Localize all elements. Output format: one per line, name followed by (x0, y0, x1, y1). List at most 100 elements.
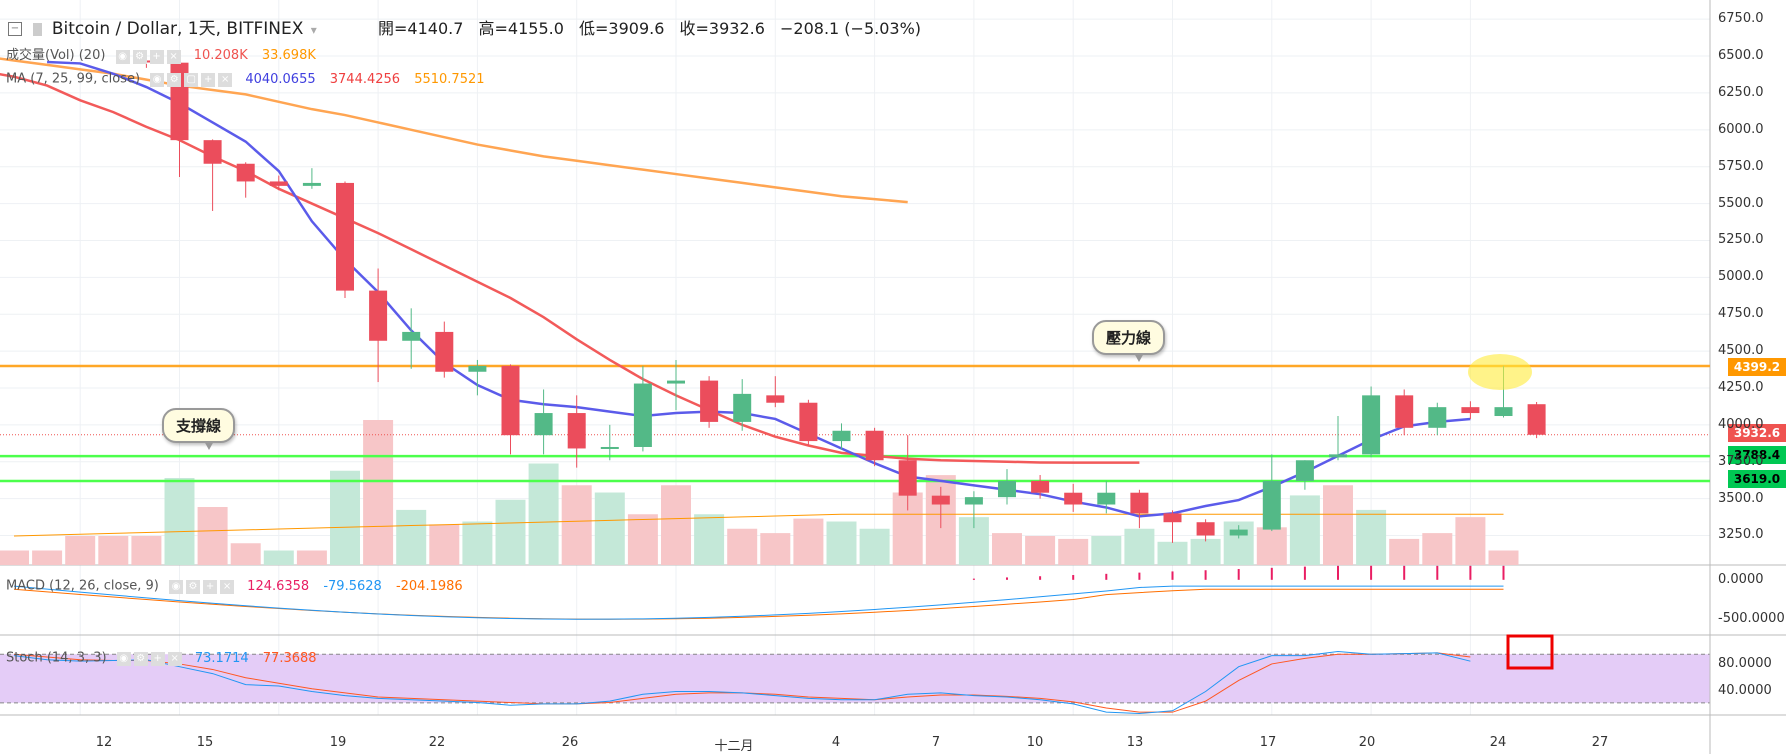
stoch-d-value: 77.3688 (262, 650, 317, 666)
plus-icon[interactable]: + (149, 49, 164, 64)
stoch-k-line (13, 651, 1471, 715)
time-axis-label: 十二月 (714, 739, 754, 754)
macd-axis-label: 0.0000 (1718, 571, 1764, 587)
price-tag-resistance: 4399.2 (1728, 358, 1786, 376)
gear-icon[interactable]: ⚙ (133, 652, 148, 666)
symbol-title[interactable]: − Bitcoin / Dollar, 1天, BITFINEX ▾ (8, 14, 319, 39)
stoch-axis-label: 80.0000 (1718, 655, 1772, 671)
candle-body (269, 181, 288, 186)
price-axis-label: 6500.0 (1718, 48, 1764, 64)
price-axis-label: 6750.0 (1718, 11, 1764, 27)
time-axis-label: 17 (1259, 735, 1277, 750)
volume-bar (1124, 528, 1155, 565)
candle-body (700, 380, 719, 422)
gear-icon[interactable]: ⚙ (167, 73, 182, 87)
volume-bar (859, 528, 890, 565)
candle-body (534, 413, 553, 436)
ma-name: MA (7, 25, 99, close) (6, 71, 141, 87)
time-axis-label: 22 (428, 735, 446, 750)
close-icon[interactable]: × (220, 580, 235, 594)
price-axis-label: 6000.0 (1718, 121, 1764, 137)
candle-body (865, 430, 884, 461)
volume-bar (263, 550, 294, 565)
low-value: 低=3909.6 (579, 19, 665, 38)
open-value: 開=4140.7 (378, 19, 464, 38)
volume-bar (330, 470, 360, 565)
macd-axis-label: -500.0000 (1718, 611, 1785, 627)
candle-body (998, 480, 1016, 498)
collapse-icon[interactable]: − (8, 22, 22, 36)
macd-hist-value: 124.6358 (247, 578, 310, 594)
volume-bar (1058, 538, 1089, 565)
time-axis-label: 27 (1591, 735, 1609, 750)
volume-bar (826, 521, 857, 565)
volume-bar (0, 550, 29, 565)
price-axis-label: 3750.0 (1718, 453, 1764, 469)
eye-icon[interactable]: ◉ (150, 73, 165, 87)
volume-bar (1289, 495, 1320, 565)
candle-body (1395, 395, 1414, 428)
close-icon[interactable]: × (166, 49, 181, 64)
macd-line-value: -79.5628 (323, 578, 382, 594)
volume-bar (760, 533, 791, 565)
eye-icon[interactable]: ◉ (115, 49, 130, 64)
eye-icon[interactable]: ◉ (169, 580, 184, 594)
volume-legend[interactable]: 成交量(Vol) (20) ◉ ⚙ + × 10.208K 33.698K (6, 44, 326, 64)
candle-body (1461, 407, 1480, 414)
eye-icon[interactable]: ◉ (116, 652, 131, 666)
candle-body (1428, 407, 1447, 428)
volume-value: 10.208K (193, 48, 248, 63)
macd-legend[interactable]: MACD (12, 26, close, 9) ◉ ⚙ + × 124.6358 -7… (6, 578, 473, 594)
macd-signal-value: -204.1986 (395, 578, 463, 594)
time-axis-label: 20 (1358, 735, 1376, 750)
candle-body (567, 413, 586, 449)
volume-bar (65, 536, 96, 565)
copy-icon[interactable]: ▢ (184, 73, 199, 87)
time-axis-label: 13 (1126, 735, 1144, 750)
close-icon[interactable]: × (167, 652, 182, 666)
gear-icon[interactable]: ⚙ (132, 49, 147, 64)
candle-body (931, 495, 950, 505)
ma25-value: 3744.4256 (329, 71, 401, 87)
volume-bar (1256, 527, 1287, 565)
volume-bar (164, 478, 195, 565)
ma-legend[interactable]: MA (7, 25, 99, close) ◉ ⚙ ▢ + × 4040.0655 37… (6, 71, 495, 87)
volume-bar (296, 550, 327, 565)
highlight-box (1506, 634, 1554, 670)
candle-body (236, 163, 255, 182)
plus-icon[interactable]: + (203, 580, 218, 594)
ma7-line (47, 60, 1471, 518)
stoch-band (0, 654, 1710, 703)
candle-body (1329, 454, 1347, 458)
plus-icon[interactable]: + (150, 652, 165, 666)
gear-icon[interactable]: ⚙ (186, 580, 201, 594)
volume-bar (197, 507, 228, 565)
candle-body (1262, 480, 1281, 530)
price-tag-last: 3932.6 (1728, 424, 1786, 442)
high-value: 高=4155.0 (478, 19, 564, 38)
candle-body (964, 497, 983, 505)
volume-bar (1157, 541, 1188, 565)
stoch-legend[interactable]: Stoch (14, 3, 3) ◉ ⚙ + × 73.1714 77.3688 (6, 650, 327, 666)
candle-body (501, 365, 520, 436)
chevron-down-icon[interactable]: ▾ (310, 23, 317, 37)
plus-icon[interactable]: + (201, 73, 216, 87)
candle-body (1064, 492, 1083, 505)
candle-body (799, 402, 818, 442)
candle-body (898, 460, 917, 496)
volume-ma-line (13, 513, 1504, 537)
time-axis-label: 10 (1026, 735, 1044, 750)
highlight-ellipse (1468, 354, 1532, 390)
volume-bar (462, 521, 493, 565)
resistance-callout[interactable]: 壓力線 (1092, 320, 1166, 362)
close-value: 收=3932.6 (679, 19, 765, 38)
candle-body (1494, 407, 1513, 417)
volume-bar (793, 518, 824, 565)
ma7-value: 4040.0655 (245, 71, 316, 87)
price-tag-support-2: 3619.0 (1728, 470, 1786, 488)
close-icon[interactable]: × (218, 73, 233, 87)
support-callout[interactable]: 支撐線 (162, 408, 236, 450)
candle-body (1163, 513, 1182, 523)
ma25-line (0, 72, 1140, 464)
